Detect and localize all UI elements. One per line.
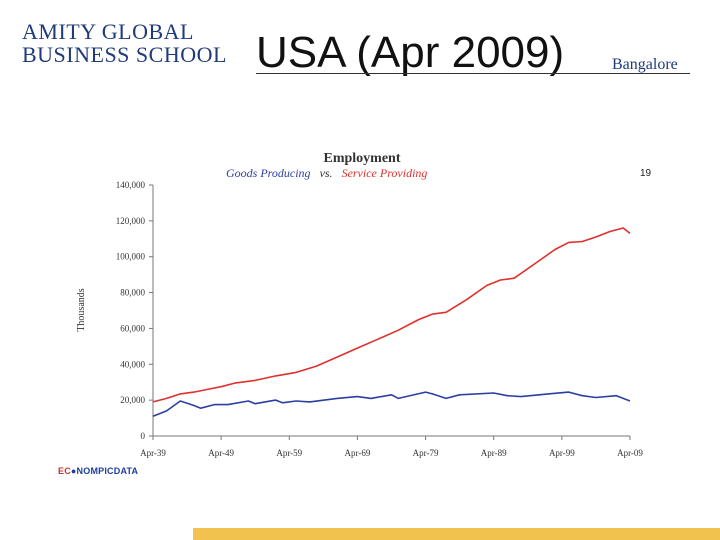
credit-rest: NOMPICDATA bbox=[76, 466, 139, 476]
x-tick-label: Apr-79 bbox=[413, 448, 439, 458]
x-tick-label: Apr-69 bbox=[345, 448, 371, 458]
logo-line-2: BUSINESS SCHOOL bbox=[22, 42, 227, 68]
x-tick-label: Apr-39 bbox=[140, 448, 166, 458]
slide-title: USA (Apr 2009) bbox=[256, 28, 565, 77]
y-tick-label: 120,000 bbox=[116, 216, 146, 226]
y-tick-label: 100,000 bbox=[116, 252, 146, 262]
school-logo: AMITY GLOBAL BUSINESS SCHOOL bbox=[22, 20, 227, 66]
legend-service: Service Providing bbox=[342, 166, 428, 180]
series-line-service-providing bbox=[152, 227, 631, 403]
series-line-goods-producing bbox=[152, 391, 631, 418]
y-tick-label: 60,000 bbox=[120, 323, 145, 333]
y-axis-label: Thousands bbox=[76, 288, 87, 331]
campus-label: Bangalore bbox=[612, 56, 678, 73]
chart-title: Employment bbox=[324, 151, 401, 166]
x-tick-label: Apr-89 bbox=[481, 448, 507, 458]
page-number: 19 bbox=[640, 168, 652, 179]
series-layer bbox=[152, 227, 631, 418]
footer-accent-bar bbox=[193, 528, 720, 540]
x-tick-label: Apr-09 bbox=[617, 448, 643, 458]
y-tick-label: 140,000 bbox=[116, 180, 146, 190]
title-rule bbox=[256, 73, 690, 74]
legend-vs: vs. bbox=[320, 166, 333, 180]
y-tick-label: 40,000 bbox=[120, 359, 145, 369]
data-source-credit: EC●NOMPICDATA bbox=[58, 466, 139, 476]
y-tick-label: 20,000 bbox=[120, 395, 145, 405]
chart-subtitle: Goods Producing vs. Service Providing bbox=[226, 166, 427, 180]
x-tick-label: Apr-59 bbox=[276, 448, 302, 458]
y-tick-label: 0 bbox=[141, 431, 146, 441]
y-tick-label: 80,000 bbox=[120, 288, 145, 298]
x-axis: Apr-39 Apr-49 Apr-59 Apr-69 Apr-79 Apr-89 Apr-… bbox=[140, 435, 643, 458]
credit-prefix: EC bbox=[58, 466, 71, 476]
x-tick-label: Apr-99 bbox=[549, 448, 575, 458]
y-axis: 0 20,000 40,000 60,000 80,000 100,000 120,000 1… bbox=[116, 180, 154, 441]
legend-goods: Goods Producing bbox=[226, 166, 311, 180]
x-tick-label: Apr-49 bbox=[208, 448, 234, 458]
logo-line-1: AMITY GLOBAL bbox=[22, 19, 194, 44]
